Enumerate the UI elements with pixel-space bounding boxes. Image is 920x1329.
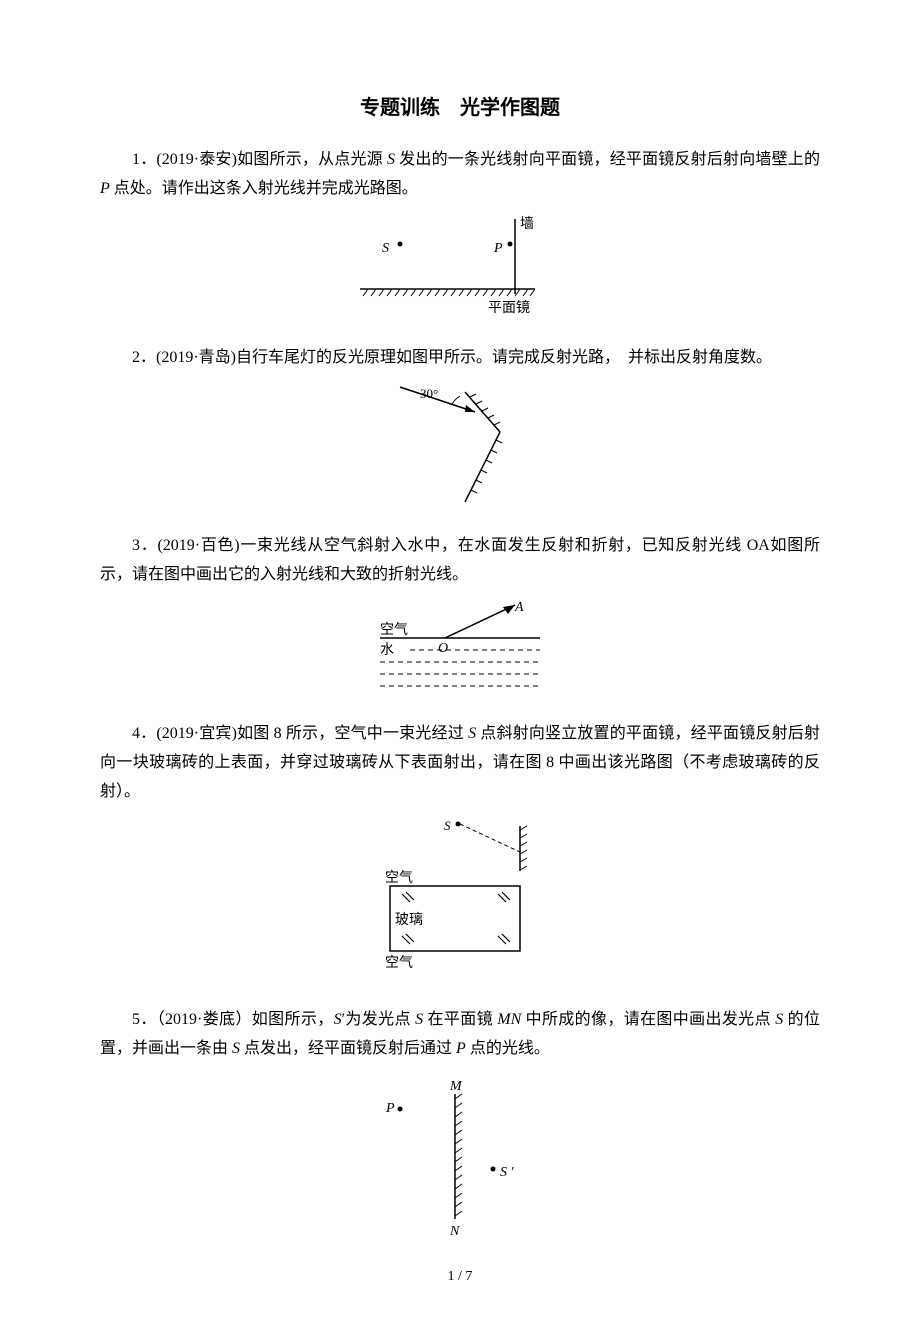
q5-P-label: P xyxy=(386,1096,395,1121)
q5-var-S1: S xyxy=(334,1011,342,1028)
q5-number: 5． xyxy=(132,1011,157,1028)
q2-diagram-container: 30° xyxy=(100,382,820,512)
question-3: 3．(2019·百色)一束光线从空气斜射入水中，在水面发生反射和折射，已知反射光… xyxy=(100,532,820,590)
question-1: 1．(2019·泰安)如图所示，从点光源 S 发出的一条光线射向平面镜，经平面镜… xyxy=(100,146,820,204)
q1-diagram-container: 墙 S P 平面镜 xyxy=(100,214,820,324)
question-4: 4．(2019·宜宾)如图 8 所示，空气中一束光经过 S 点斜射向竖立放置的平… xyxy=(100,720,820,806)
q5-source: （2019·娄底） xyxy=(157,1011,252,1028)
q1-source: (2019·泰安) xyxy=(156,151,237,168)
q5-diagram: M N P S ′ xyxy=(380,1074,540,1234)
q5-M-label: M xyxy=(450,1074,462,1099)
q1-wall-label: 墙 xyxy=(520,212,534,237)
q1-P-label: P xyxy=(494,236,503,261)
q1-S-label: S xyxy=(382,236,389,261)
q3-diagram-container: 空气 水 O A xyxy=(100,600,820,700)
q4-diagram-container: S 空气 玻璃 空气 xyxy=(100,816,820,986)
q2-source: (2019·青岛) xyxy=(156,349,236,366)
q1-var-P: P xyxy=(100,180,110,197)
q3-A-label: A xyxy=(515,595,524,620)
q1-diagram: 墙 S P 平面镜 xyxy=(360,214,560,324)
q5-var-S4: S xyxy=(232,1040,240,1057)
q5-N-label: N xyxy=(450,1219,459,1244)
q1-mirror-label: 平面镜 xyxy=(488,296,530,321)
q4-air-bottom-label: 空气 xyxy=(385,951,413,976)
q4-glass-label: 玻璃 xyxy=(395,908,423,933)
q2-number: 2． xyxy=(132,349,156,366)
q4-diagram: S 空气 玻璃 空气 xyxy=(380,816,540,986)
page-footer: 1 / 7 xyxy=(100,1264,820,1289)
page-title: 专题训练 光学作图题 xyxy=(100,90,820,126)
q3-O-label: O xyxy=(438,636,448,661)
q3-source: (2019·百色) xyxy=(157,537,239,554)
q3-water-label: 水 xyxy=(380,638,394,663)
q5-Sprime-label: S ′ xyxy=(500,1160,514,1185)
q4-air-top-label: 空气 xyxy=(385,866,413,891)
q4-S-label: S xyxy=(444,814,451,837)
question-2: 2．(2019·青岛)自行车尾灯的反光原理如图甲所示。请完成反射光路， 并标出反… xyxy=(100,344,820,373)
q5-var-P: P xyxy=(456,1040,466,1057)
q1-number: 1． xyxy=(132,151,156,168)
q5-var-S2: S xyxy=(415,1011,423,1028)
q2-diagram: 30° xyxy=(390,382,530,512)
q4-source: (2019·宜宾) xyxy=(156,725,237,742)
q3-diagram: 空气 水 O A xyxy=(375,600,545,700)
q2-angle-label: 30° xyxy=(420,382,438,405)
q4-number: 4． xyxy=(132,725,156,742)
q2-svg xyxy=(390,382,530,512)
q4-var-S: S xyxy=(468,725,476,742)
q3-number: 3． xyxy=(132,537,157,554)
q1-var-S: S xyxy=(387,151,395,168)
q5-var-MN: MN xyxy=(497,1011,521,1028)
question-5: 5．（2019·娄底）如图所示，S′为发光点 S 在平面镜 MN 中所成的像，请… xyxy=(100,1006,820,1064)
q5-diagram-container: M N P S ′ xyxy=(100,1074,820,1234)
